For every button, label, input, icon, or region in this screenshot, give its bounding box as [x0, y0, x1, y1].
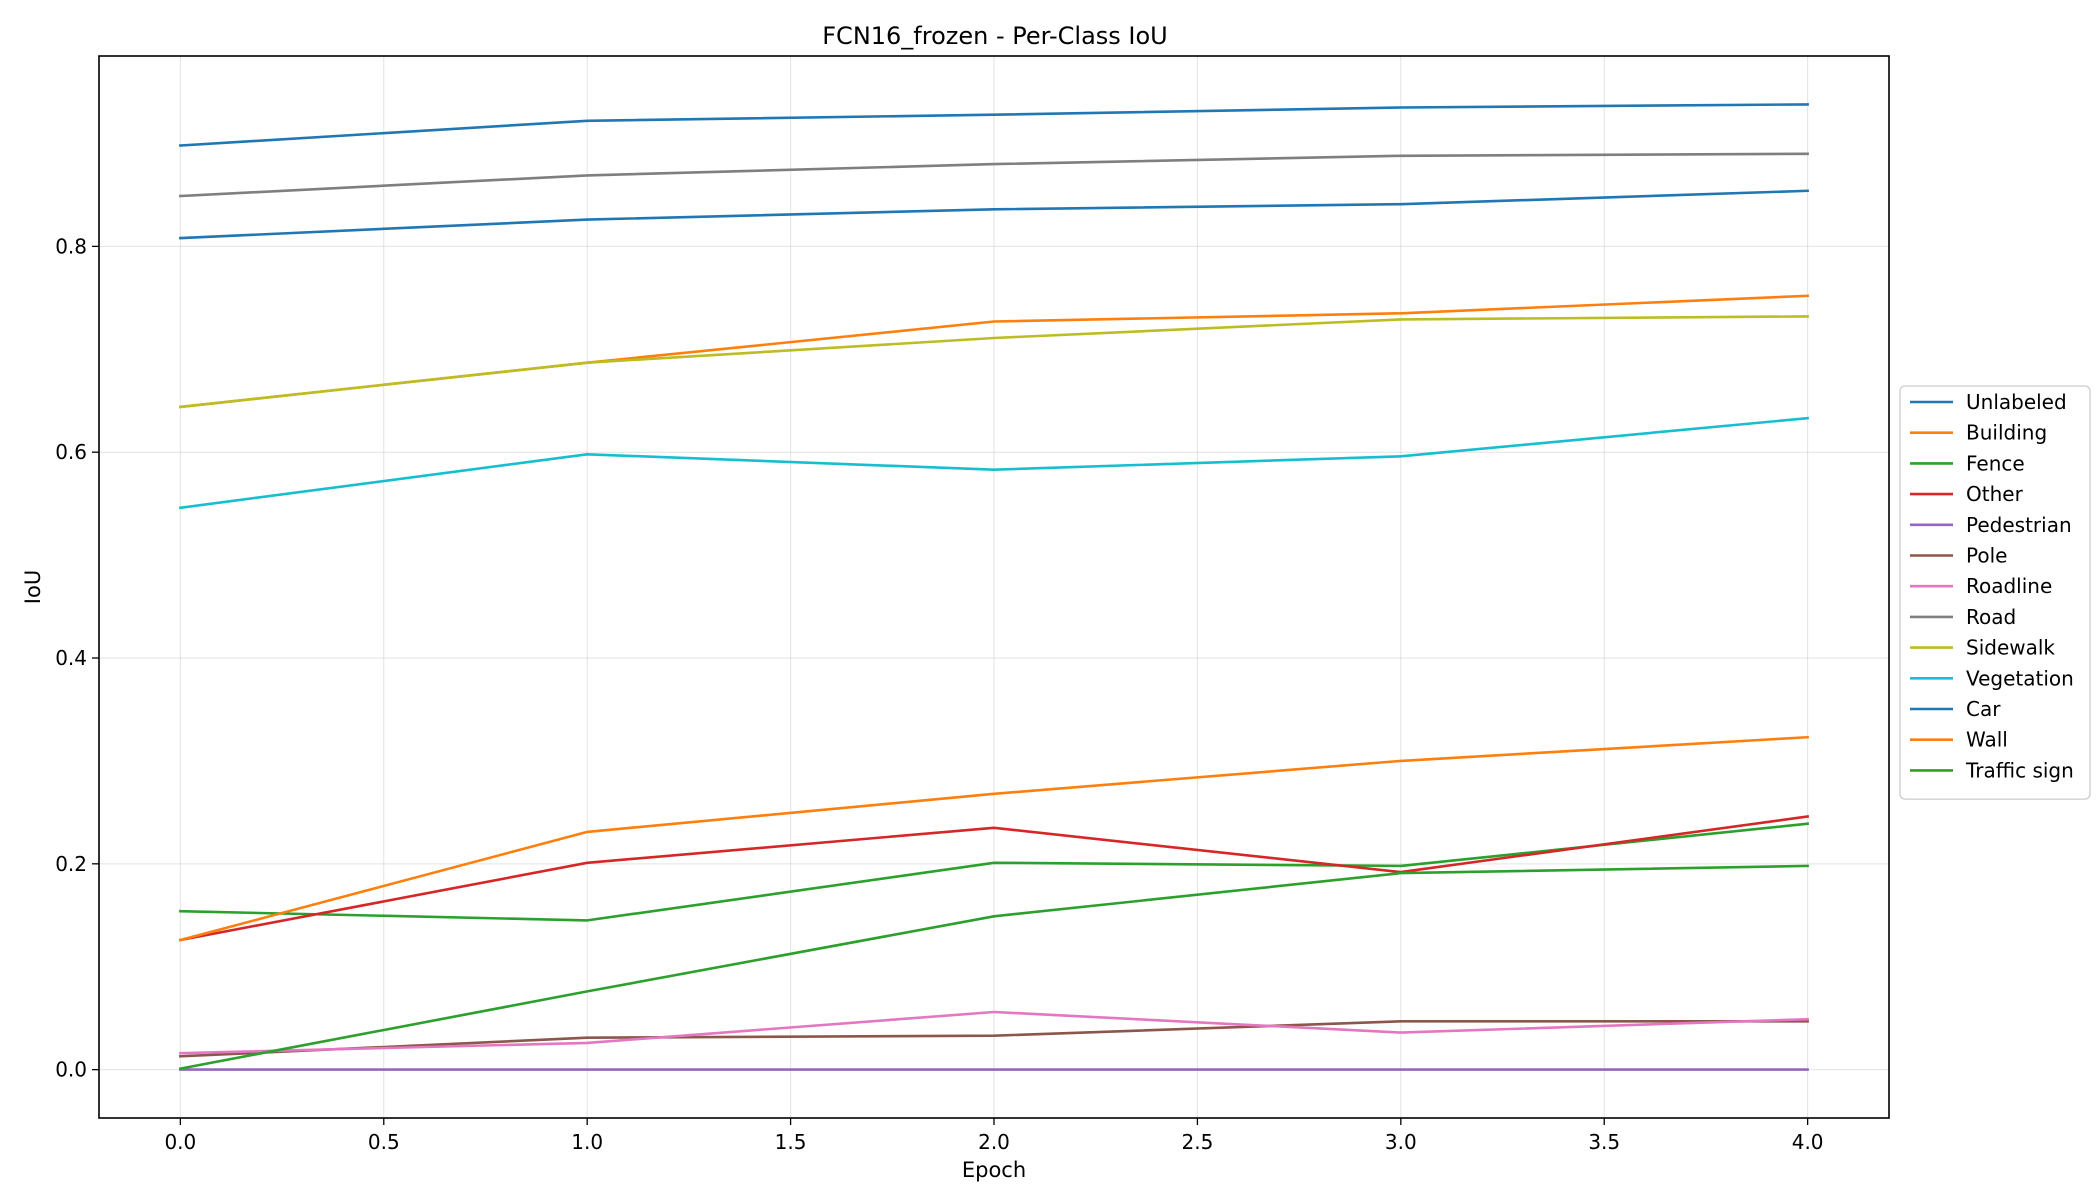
y-tick-label: 0.6 [55, 440, 87, 464]
x-tick-label: 0.5 [368, 1130, 400, 1154]
series-line-vegetation [178, 416, 1810, 510]
series-line-sidewalk [178, 315, 1809, 409]
legend-label: Sidewalk [1966, 636, 2055, 660]
x-tick-label: 2.0 [978, 1130, 1010, 1154]
legend-label: Vegetation [1966, 666, 2074, 690]
legend-label: Wall [1966, 728, 2008, 752]
series-line-roadline [179, 1010, 1809, 1055]
series-line-road [179, 152, 1809, 198]
y-tick-label: 0.2 [55, 852, 87, 876]
y-axis: 0.0 0.2 0.4 0.6 0.8 [55, 234, 99, 1082]
legend-label: Car [1966, 697, 2001, 721]
legend-label: Road [1966, 605, 2016, 629]
legend: Unlabeled Building Fence Other Pedestrian Pol… [1899, 385, 2091, 800]
x-tick-label: 3.5 [1588, 1130, 1620, 1154]
y-axis-label: IoU [21, 570, 45, 604]
series-lines [178, 103, 1810, 1071]
legend-label: Other [1966, 482, 2024, 506]
x-tick-label: 1.0 [571, 1130, 603, 1154]
series-line-pole [179, 1019, 1809, 1058]
x-axis: 0.0 0.5 1.0 1.5 2.0 2.5 3.0 3.5 4.0 [164, 1118, 1824, 1154]
legend-label: Pedestrian [1966, 513, 2072, 537]
x-tick-label: 3.0 [1385, 1130, 1417, 1154]
chart-title: FCN16_frozen - Per-Class IoU [822, 22, 1168, 50]
legend-label: Roadline [1966, 574, 2052, 598]
legend-label: Building [1966, 421, 2047, 445]
series-line-unlabeled [179, 103, 1809, 147]
y-tick-label: 0.4 [55, 646, 87, 670]
series-line-wall [178, 735, 1809, 942]
y-tick-label: 0.8 [55, 234, 87, 258]
legend-label: Pole [1966, 544, 2007, 568]
legend-label: Fence [1966, 451, 2025, 475]
y-tick-label: 0.0 [55, 1058, 87, 1082]
series-line-traffic-sign [178, 864, 1809, 1071]
x-axis-label: Epoch [962, 1158, 1026, 1182]
legend-label: Traffic sign [1965, 758, 2074, 782]
legend-box [1899, 385, 2091, 800]
legend-label: Unlabeled [1966, 390, 2067, 414]
x-tick-label: 0.0 [164, 1130, 196, 1154]
series-line-fence [179, 822, 1810, 922]
x-tick-label: 2.5 [1182, 1130, 1214, 1154]
series-line-other [178, 815, 1810, 942]
x-tick-label: 4.0 [1792, 1130, 1824, 1154]
series-line-car [179, 189, 1809, 240]
x-tick-label: 1.5 [775, 1130, 807, 1154]
